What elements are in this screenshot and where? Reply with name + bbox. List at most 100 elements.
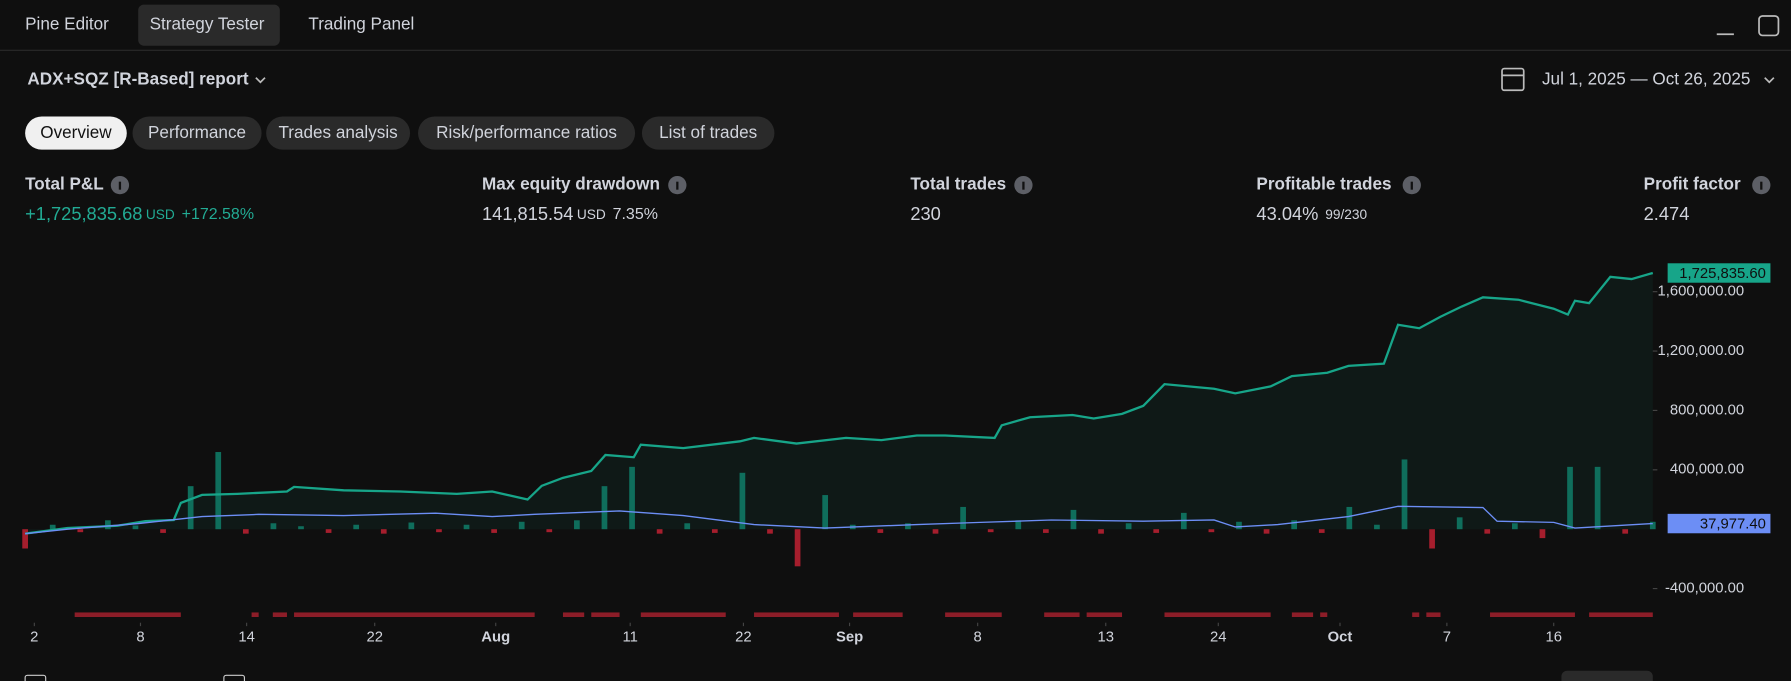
report-title[interactable]: ADX+SQZ [R-Based] report (27, 69, 248, 89)
trade-bar (960, 506, 966, 530)
button[interactable] (1561, 670, 1653, 681)
calendar-icon[interactable] (1501, 67, 1525, 92)
trade-bar (22, 529, 28, 549)
trade-bar (1429, 529, 1435, 549)
drawdown-period (294, 612, 535, 618)
last-value-tag (1667, 263, 1771, 283)
drawdown-period (1412, 612, 1420, 618)
drawdown-period (754, 612, 839, 618)
trade-bar (518, 521, 525, 530)
trade-bar (1401, 459, 1408, 530)
stat-label: Max equity drawdown (482, 174, 660, 194)
trade-bar (1125, 523, 1132, 530)
nav-pill[interactable] (132, 116, 262, 150)
trade-bar (905, 523, 911, 530)
drawdown-period (562, 612, 585, 618)
tab[interactable]: Strategy Tester (150, 14, 265, 34)
trade-bar (1070, 509, 1077, 530)
date-range[interactable]: Jul 1, 2025 — Oct 26, 2025 (1542, 69, 1750, 89)
nav-label[interactable]: List of trades (659, 122, 757, 142)
trade-bar (436, 529, 442, 533)
stat-value: 230 (910, 203, 940, 224)
drawdown-period (591, 612, 620, 618)
x-tick-label: 22 (366, 630, 383, 646)
trade-bar (49, 524, 56, 530)
nav-pill[interactable] (418, 116, 636, 150)
nav-label[interactable]: Risk/performance ratios (436, 122, 617, 142)
trade-bar (1567, 466, 1573, 530)
trade-bar (1346, 506, 1353, 530)
trade-bar (877, 529, 884, 533)
trade-bar (1622, 529, 1629, 534)
trade-bar (463, 524, 470, 530)
chevron (1764, 77, 1775, 84)
stat-extra: 99/230 (1325, 206, 1367, 221)
trade-bar (270, 523, 277, 530)
trade-bar (711, 529, 718, 533)
stat-value: 2.474 (1644, 203, 1690, 224)
x-tick-label: 2 (30, 630, 38, 646)
drawdown-period (1164, 612, 1271, 618)
chart: -400,000.00 400,000.00 800,000.00 1,200,000… (22, 263, 1771, 646)
checkbox[interactable] (24, 674, 47, 681)
trade-bar (656, 529, 663, 534)
x-tick-label: Sep (836, 630, 863, 646)
drawdown-period (1291, 612, 1314, 618)
drawdown-period (1589, 612, 1653, 618)
nav-pill[interactable] (641, 116, 775, 150)
nav-label[interactable]: Performance (148, 122, 246, 142)
x-tick-label: 22 (735, 630, 752, 646)
tab[interactable]: Trading Panel (308, 14, 414, 34)
trade-bar (684, 523, 691, 530)
trade-bar (767, 529, 773, 534)
trade-bar (1043, 529, 1049, 533)
x-tick-label: 11 (622, 630, 637, 646)
trade-bar (1374, 524, 1380, 530)
trade-bar (1208, 529, 1215, 533)
stat-unit: USD (577, 206, 606, 221)
trade-bar (601, 486, 608, 530)
drawdown-period (1044, 612, 1080, 618)
nav-pill[interactable] (25, 116, 127, 150)
last-value-label: 37,977.40 (1700, 517, 1766, 533)
trade-bar (1291, 520, 1298, 530)
chevron (255, 77, 266, 84)
trade-bar (574, 520, 580, 530)
trade-bar (105, 520, 111, 530)
nav-pill[interactable] (266, 116, 411, 150)
drawdown-period (251, 612, 259, 618)
trade-bar (1594, 466, 1601, 530)
checkbox[interactable] (223, 674, 246, 681)
drawdown-period (1426, 612, 1441, 618)
nav-label[interactable]: Overview (40, 122, 112, 142)
trade-bar (987, 529, 994, 533)
trade-bar (1236, 521, 1242, 530)
stat-value: 43.04% 99/230 (1256, 203, 1367, 224)
trade-bar (1153, 529, 1160, 533)
x-tick-label: 8 (974, 630, 982, 646)
equity-area (25, 273, 1653, 534)
nav-label[interactable]: Trades analysis (278, 122, 397, 142)
y-tick-label: 1,600,000.00 (1658, 284, 1745, 300)
stat-value: +1,725,835.68 (25, 203, 142, 224)
stat-label: Profit factor (1644, 174, 1741, 194)
trade-bar (215, 452, 222, 530)
stat-unit: USD (146, 206, 175, 221)
trade-bar (325, 529, 332, 533)
active-tab-bg (138, 4, 280, 46)
drawdown-period (853, 612, 903, 618)
x-tick-label: 13 (1097, 630, 1114, 646)
tab[interactable]: Pine Editor (25, 14, 109, 34)
stat-value: 141,815.54 USD 7.35% (482, 203, 658, 224)
maximize-icon[interactable] (1758, 15, 1780, 37)
x-tick-label: 16 (1545, 630, 1562, 646)
x-tick-label: 8 (136, 630, 144, 646)
x-tick-label: 7 (1443, 630, 1451, 646)
trade-bar (1539, 529, 1546, 539)
trade-bar (932, 529, 939, 534)
drawdown-period (1320, 612, 1328, 618)
trade-bar (1318, 529, 1325, 533)
trade-bar (1649, 521, 1656, 530)
stat-value: +1,725,835.68 USD +172.58% (25, 203, 254, 224)
